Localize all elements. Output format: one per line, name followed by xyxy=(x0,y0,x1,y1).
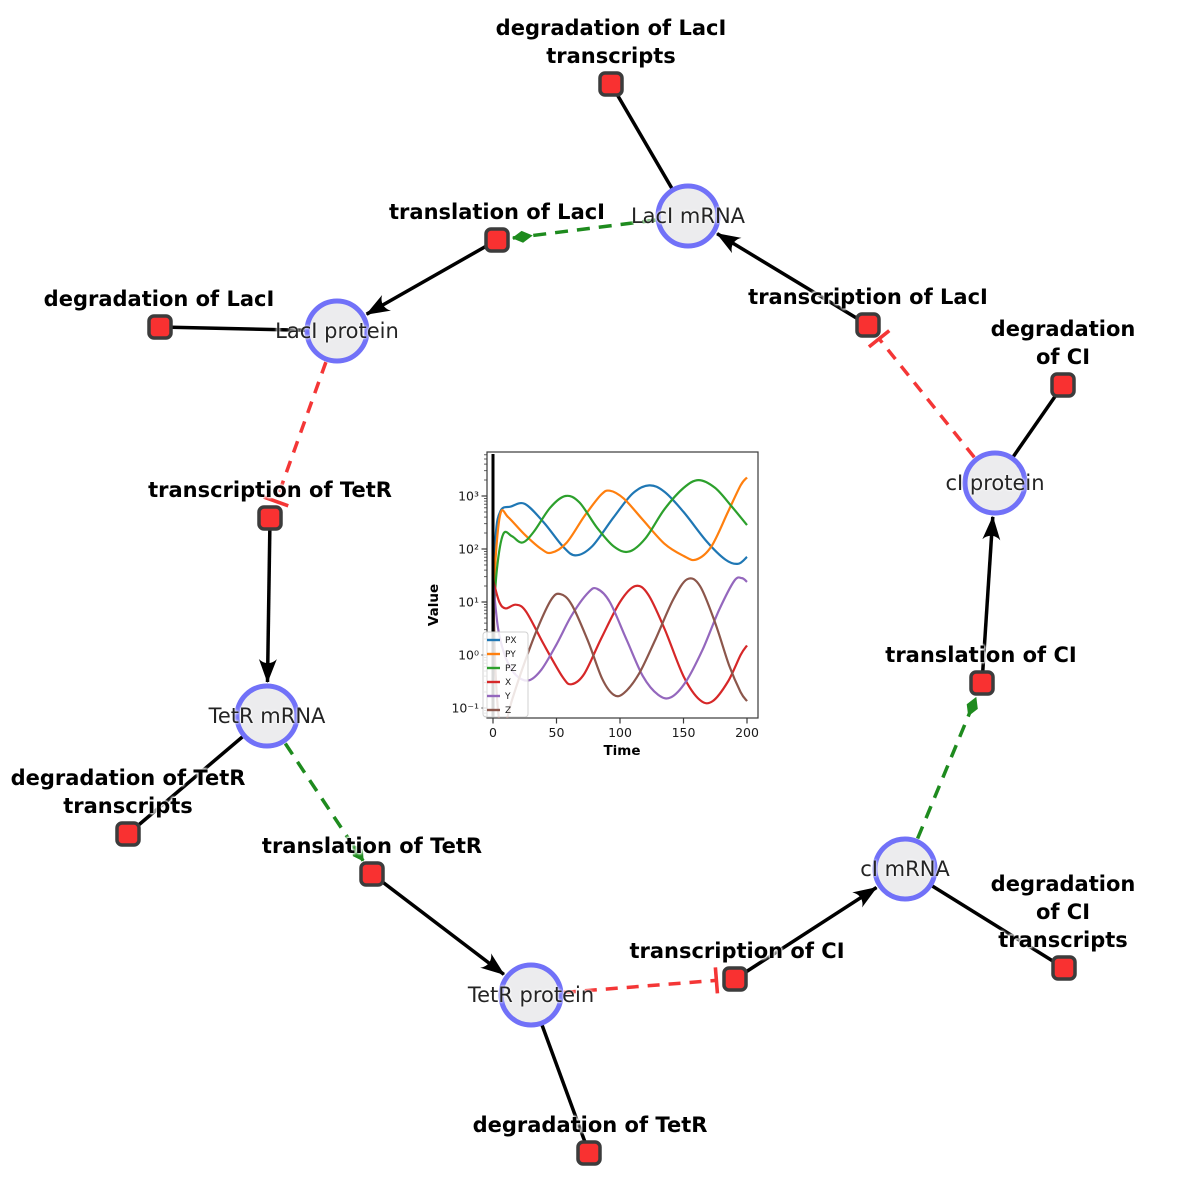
edge-transcriptionci-cimrna xyxy=(734,886,878,981)
y-axis-label: Value xyxy=(426,584,442,626)
species-node-laci-protein xyxy=(304,298,370,364)
xtick-0: 0 xyxy=(489,725,497,740)
curve-pz xyxy=(491,478,748,629)
ytick-1000: 10³ xyxy=(458,489,479,504)
edge-translationci-ciprotein xyxy=(980,515,1001,684)
species-nodes xyxy=(234,183,1028,1028)
xtick-150: 150 xyxy=(672,725,696,740)
reaction-node-degradation-laci-transcripts xyxy=(598,71,624,97)
species-label-ci-protein: cI protein xyxy=(945,471,1045,495)
edge-tetrprotein-transcriptionci xyxy=(563,967,720,995)
x-axis-label: Time xyxy=(603,743,640,759)
edge-ciprotein-transcriptionlaci xyxy=(867,329,976,459)
edge-tetrmrna-translationtetr xyxy=(283,742,365,862)
edge-transcriptionlaci-lacimrna xyxy=(716,232,869,327)
reaction-label-transcription-laci: transcription of LacI xyxy=(748,285,988,309)
species-node-tetr-mrna xyxy=(234,683,300,749)
reaction-node-degradation-tetr-transcripts xyxy=(115,821,141,847)
legend-label-px: PX xyxy=(505,636,517,646)
x-ticks xyxy=(492,718,748,724)
species-label-tetr-mrna: TetR mRNA xyxy=(208,704,326,728)
reaction-node-transcription-tetr xyxy=(257,505,283,531)
species-node-laci-mrna xyxy=(655,183,721,249)
edge-lacimrna-translationlaci xyxy=(511,218,656,243)
xtick-100: 100 xyxy=(608,725,632,740)
species-node-tetr-protein xyxy=(498,962,564,1028)
reaction-label-translation-laci: translation of LacI xyxy=(389,200,605,224)
reaction-node-degradation-ci xyxy=(1050,372,1076,398)
ytick-10: 10¹ xyxy=(458,595,479,610)
reaction-node-transcription-laci xyxy=(855,312,881,338)
edge-transcriptiontetr-tetrmrna xyxy=(258,517,277,683)
legend-label-x: X xyxy=(505,678,511,688)
reaction-label-degradation-ci: degradation of CI xyxy=(990,317,1136,369)
species-node-ci-protein xyxy=(962,450,1028,516)
species-label-laci-protein: LacI protein xyxy=(275,319,399,343)
reaction-node-degradation-ci-transcripts xyxy=(1051,955,1077,981)
reaction-label-translation-ci: translation of CI xyxy=(885,643,1077,667)
edge-cimrna-translationci xyxy=(915,696,978,840)
reaction-label-degradation-laci: degradation of LacI xyxy=(43,287,275,311)
reaction-label-transcription-tetr: transcription of TetR xyxy=(148,478,392,502)
xtick-200: 200 xyxy=(735,725,759,740)
legend-label-y: Y xyxy=(504,692,511,702)
reaction-node-degradation-tetr xyxy=(576,1140,602,1166)
legend-label-z: Z xyxy=(505,706,511,716)
modifier-edges xyxy=(283,218,978,862)
species-node-ci-mrna xyxy=(872,836,938,902)
reaction-node-translation-tetr xyxy=(359,861,385,887)
reaction-label-degradation-tetr-transcripts: degradation of TetR transcripts xyxy=(10,766,246,818)
x-tick-labels: 0 50 100 150 200 xyxy=(489,725,759,740)
y-tick-labels: 10⁻¹ 10⁰ 10¹ 10² 10³ xyxy=(451,489,479,716)
inset-plot: 10⁻¹ 10⁰ 10¹ 10² 10³ 0 50 100 150 200 Ti… xyxy=(426,451,759,759)
reaction-label-degradation-ci-transcripts: degradation of CI transcripts xyxy=(990,872,1136,952)
inhibition-edges xyxy=(263,329,976,995)
ytick-1em: 10⁻¹ xyxy=(451,701,479,716)
reaction-node-transcription-ci xyxy=(722,966,748,992)
reaction-node-translation-laci xyxy=(484,227,510,253)
plot-legend: PX PY PZ X Y Z xyxy=(482,631,529,718)
reaction-label-transcription-ci: transcription of CI xyxy=(629,939,845,963)
legend-label-py: PY xyxy=(505,650,516,660)
reaction-nodes xyxy=(115,71,1077,1166)
edge-laciprotein-transcriptiontetr xyxy=(263,361,328,508)
curve-x xyxy=(491,579,748,705)
edge-translationtetr-tetrprotein xyxy=(370,872,505,976)
reaction-label-degradation-tetr: degradation of TetR xyxy=(472,1113,708,1137)
reaction-node-degradation-laci xyxy=(147,314,173,340)
species-label-laci-mrna: LacI mRNA xyxy=(630,204,746,228)
reaction-label-translation-tetr: translation of TetR xyxy=(261,834,483,858)
legend-label-pz: PZ xyxy=(505,664,517,674)
product-edges xyxy=(258,232,1001,981)
ytick-100: 10² xyxy=(458,542,479,557)
ytick-1: 10⁰ xyxy=(458,648,479,663)
reaction-node-translation-ci xyxy=(969,670,995,696)
xtick-50: 50 xyxy=(549,725,565,740)
reaction-label-degradation-laci-transcripts: degradation of LacI transcripts xyxy=(495,16,727,68)
curve-px xyxy=(491,484,748,629)
curve-py xyxy=(491,476,748,629)
species-label-tetr-protein: TetR protein xyxy=(467,983,595,1007)
edge-translationlaci-laciprotein xyxy=(365,238,498,316)
species-label-ci-mrna: cI mRNA xyxy=(860,857,950,881)
